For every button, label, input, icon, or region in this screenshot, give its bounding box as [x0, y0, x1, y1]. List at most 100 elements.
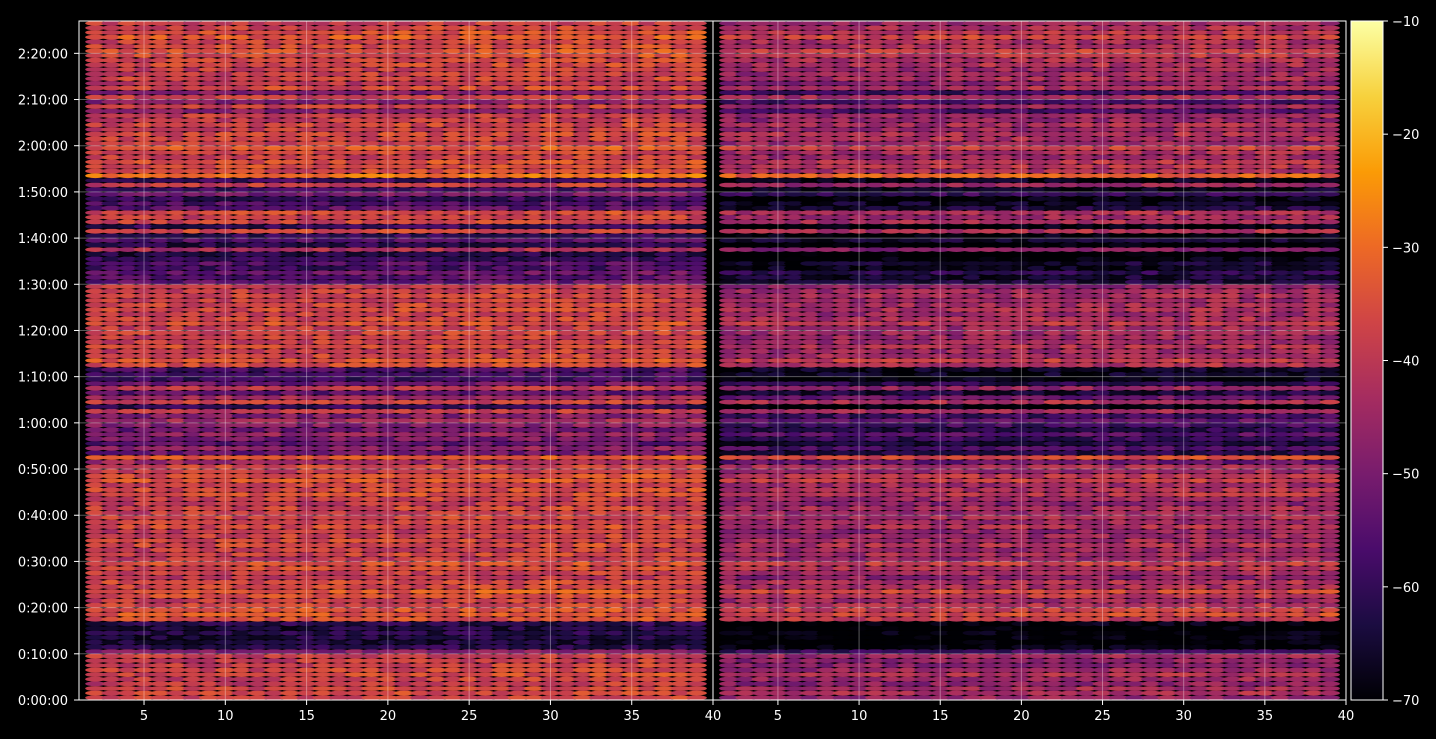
heatmap-cell	[199, 302, 220, 308]
heatmap-cell	[329, 136, 350, 142]
heatmap-cell	[605, 570, 626, 576]
heatmap-cell	[540, 607, 561, 613]
heatmap-cell	[215, 182, 236, 188]
heatmap-cell	[540, 164, 561, 169]
heatmap-cell	[264, 376, 285, 382]
heatmap-cell	[637, 681, 659, 687]
heatmap-cell	[182, 556, 203, 562]
heatmap-cell	[507, 270, 528, 276]
heatmap-cell	[572, 492, 594, 497]
heatmap-cell	[377, 265, 398, 271]
heatmap-cell	[117, 658, 138, 664]
heatmap-cell	[686, 284, 707, 289]
heatmap-cell	[654, 348, 675, 354]
heatmap-cell	[670, 395, 691, 400]
heatmap-cell	[507, 214, 528, 220]
heatmap-cell	[101, 288, 122, 294]
heatmap-cell	[247, 589, 268, 594]
heatmap-cell	[296, 131, 317, 137]
heatmap-cell	[605, 681, 626, 687]
heatmap-cell	[377, 145, 398, 151]
heatmap-cell	[475, 131, 496, 137]
heatmap-cell	[329, 635, 350, 640]
heatmap-cell	[621, 575, 642, 580]
heatmap-cell	[247, 187, 268, 193]
heatmap-cell	[101, 524, 122, 530]
heatmap-cell	[686, 348, 707, 354]
heatmap-cell	[654, 464, 675, 470]
heatmap-cell	[621, 644, 642, 650]
heatmap-cell	[637, 570, 659, 576]
heatmap-cell	[540, 441, 561, 446]
heatmap-cell	[166, 538, 187, 543]
heatmap-cell	[150, 344, 171, 349]
heatmap-cell	[605, 335, 626, 340]
heatmap-cell	[491, 399, 512, 405]
heatmap-cell	[329, 510, 350, 516]
heatmap-cell	[491, 524, 512, 530]
heatmap-cell	[654, 122, 675, 128]
heatmap-cell	[312, 307, 333, 313]
heatmap-cell	[377, 404, 398, 410]
heatmap-cell	[215, 122, 236, 128]
heatmap-cell	[150, 238, 171, 243]
heatmap-cell	[117, 205, 138, 211]
heatmap-cell	[589, 649, 610, 654]
heatmap-cell	[345, 561, 366, 567]
heatmap-cell	[361, 607, 382, 613]
heatmap-cell	[296, 552, 317, 557]
heatmap-cell	[540, 487, 561, 493]
heatmap-cell	[491, 644, 512, 650]
heatmap-cell	[475, 284, 496, 289]
heatmap-cell	[117, 505, 138, 511]
heatmap-cell	[101, 339, 122, 345]
heatmap-cell	[231, 99, 252, 105]
heatmap-cell	[312, 649, 333, 654]
heatmap-cell	[670, 593, 691, 599]
heatmap-cell	[215, 385, 236, 391]
heatmap-cell	[345, 251, 366, 257]
heatmap-cell	[475, 663, 496, 668]
heatmap-cell	[540, 575, 561, 580]
heatmap-cell	[507, 205, 528, 211]
heatmap-cell	[524, 695, 545, 700]
heatmap-cell	[637, 589, 659, 594]
heatmap-cell	[166, 353, 187, 359]
heatmap-cell	[686, 104, 707, 109]
heatmap-cell	[572, 445, 594, 451]
heatmap-cell	[459, 145, 480, 151]
heatmap-cell	[572, 399, 594, 405]
heatmap-cell	[182, 270, 203, 276]
heatmap-cell	[686, 94, 707, 100]
heatmap-cell	[637, 122, 659, 128]
heatmap-cell	[150, 658, 171, 664]
heatmap-cell	[166, 676, 187, 682]
heatmap-cell	[101, 519, 122, 525]
heatmap-cell	[166, 418, 187, 423]
heatmap-cell	[670, 279, 691, 285]
heatmap-cell	[329, 455, 350, 460]
heatmap-cell	[345, 487, 366, 493]
heatmap-cell	[329, 196, 350, 202]
heatmap-cell	[410, 298, 431, 303]
heatmap-cell	[117, 233, 138, 239]
heatmap-cell	[117, 524, 138, 530]
heatmap-cell	[166, 681, 187, 687]
heatmap-cell	[231, 353, 252, 359]
heatmap-cell	[150, 473, 171, 479]
heatmap-cell	[166, 561, 187, 567]
heatmap-cell	[296, 214, 317, 220]
heatmap-cell	[85, 242, 106, 248]
heatmap-cell	[296, 159, 317, 165]
heatmap-cell	[556, 524, 577, 530]
heatmap-cell	[491, 408, 512, 414]
heatmap-cell	[637, 450, 659, 456]
heatmap-cell	[264, 316, 285, 322]
heatmap-cell	[621, 529, 642, 534]
heatmap-cell	[117, 196, 138, 202]
heatmap-cell	[654, 339, 675, 345]
heatmap-cell	[556, 261, 577, 266]
heatmap-cell	[166, 450, 187, 456]
heatmap-cell	[150, 621, 171, 627]
heatmap-cell	[540, 395, 561, 400]
